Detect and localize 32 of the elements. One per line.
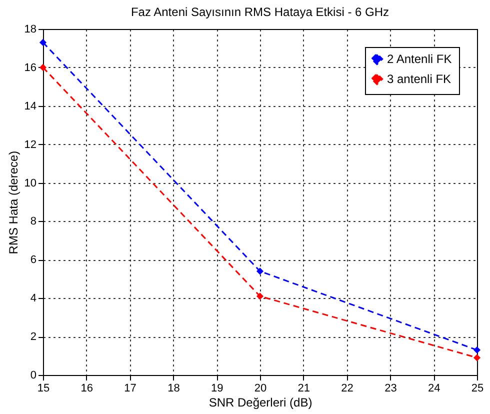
y-tick-label: 12: [24, 138, 36, 151]
x-tick-label: 21: [298, 382, 310, 394]
x-tick-label: 16: [80, 382, 94, 394]
point: [39, 38, 47, 46]
x-tick-label: 15: [37, 382, 50, 394]
y-tick-label: 0: [30, 370, 36, 382]
y-axis-title: RMS Hata (derece): [6, 150, 20, 254]
point: [473, 354, 481, 362]
y-tick-label: 4: [30, 292, 36, 305]
legend-label: 2 Antenli FK: [387, 52, 452, 66]
y-tick-label: 14: [24, 100, 36, 112]
x-tick-label: 17: [124, 382, 136, 394]
chart-title: Faz Anteni Sayısının RMS Hataya Etkisi - 6 GHz: [130, 5, 390, 19]
point: [256, 292, 264, 300]
y-tick-label: 10: [24, 177, 36, 190]
x-tick-label: 25: [471, 382, 484, 394]
y-tick-label: 16: [24, 62, 36, 74]
x-tick-label: 24: [428, 382, 440, 394]
y-tick-label: 6: [30, 254, 36, 266]
x-axis-title: SNR Değerleri (dB): [208, 396, 312, 410]
x-tick-label: 19: [210, 382, 224, 394]
point: [256, 268, 264, 275]
x-tick-label: 23: [384, 382, 397, 394]
point: [39, 64, 47, 71]
point: [473, 346, 481, 354]
legend-label: 3 antenli FK: [387, 72, 452, 86]
y-tick-label: 18: [24, 24, 36, 36]
x-tick-label: 18: [168, 382, 180, 394]
x-tick-label: 22: [341, 382, 354, 394]
y-tick-label: 8: [30, 216, 36, 228]
x-tick-label: 20: [254, 382, 267, 394]
y-tick-label: 2: [30, 331, 36, 344]
